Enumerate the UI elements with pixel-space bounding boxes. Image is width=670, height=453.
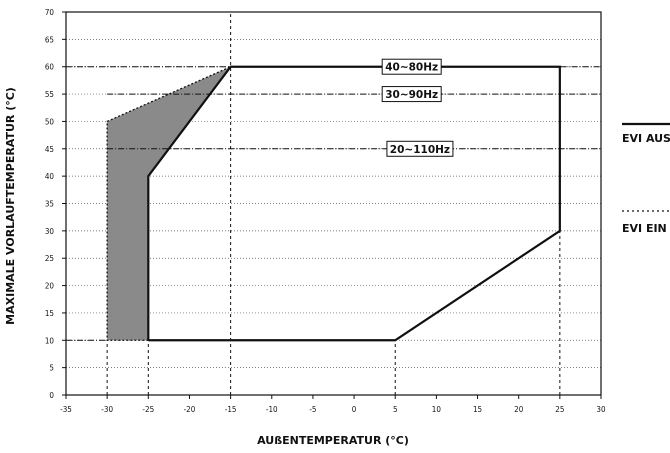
frequency-bands-layer: 40~80Hz 30~90Hz 20~110Hz xyxy=(107,58,601,157)
x-tick-label-30: 30 xyxy=(596,405,606,414)
x-tick-label--35: -35 xyxy=(60,405,72,414)
y-tick-label-70: 70 xyxy=(45,8,55,17)
x-tick-label--5: -5 xyxy=(309,405,316,414)
reference-lines-layer xyxy=(66,12,561,395)
y-tick-label-50: 50 xyxy=(45,117,55,126)
x-tick-label--10: -10 xyxy=(266,405,278,414)
x-tick-label--25: -25 xyxy=(142,405,154,414)
y-tick-label-30: 30 xyxy=(45,227,55,236)
y-tick-label-45: 45 xyxy=(45,145,54,154)
area-layer xyxy=(106,65,561,342)
band-label-2: 20~110Hz xyxy=(390,144,450,156)
x-tick-label-25: 25 xyxy=(555,405,564,414)
x-tick-label-5: 5 xyxy=(393,405,398,414)
band-label-0: 40~80Hz xyxy=(385,62,438,74)
y-tick-label-10: 10 xyxy=(45,336,55,345)
y-tick-label-35: 35 xyxy=(45,200,54,209)
series-evi-ein-fill xyxy=(107,66,231,341)
band-label-box-1 xyxy=(381,86,442,103)
x-tick-label--15: -15 xyxy=(225,405,237,414)
y-tick-label-15: 15 xyxy=(45,309,54,318)
series-evi-aus-line xyxy=(147,65,561,342)
x-tick-label-10: 10 xyxy=(432,405,442,414)
axis-layer xyxy=(62,11,602,399)
y-tick-label-25: 25 xyxy=(45,254,54,263)
series-evi-ein-line xyxy=(106,66,231,341)
y-tick-label-40: 40 xyxy=(45,172,55,181)
y-tick-label-55: 55 xyxy=(45,90,54,99)
x-tick-label-0: 0 xyxy=(352,405,357,414)
tick-labels-layer: -35 -30 -25 -20 -15 -10 -5 0 5 10 15 20 25 30 0 5 10 15 20… xyxy=(45,8,606,414)
y-tick-label-20: 20 xyxy=(45,282,55,291)
x-axis-title: AUßENTEMPERATUR (°C) xyxy=(257,434,409,447)
y-tick-label-0: 0 xyxy=(49,391,54,400)
y-tick-label-5: 5 xyxy=(49,364,54,373)
x-tick-label-15: 15 xyxy=(473,405,482,414)
x-tick-label--30: -30 xyxy=(101,405,113,414)
y-tick-label-65: 65 xyxy=(45,35,54,44)
band-label-box-0 xyxy=(381,58,442,75)
band-label-box-2 xyxy=(386,140,454,157)
band-label-1: 30~90Hz xyxy=(385,89,438,101)
legend: EVI AUS EVI EIN xyxy=(622,122,670,235)
y-axis-title: MAXIMALE VORLAUFTEMPERATUR (°C) xyxy=(4,87,17,325)
x-tick-label--20: -20 xyxy=(184,405,196,414)
legend-label-evi-aus: EVI AUS xyxy=(622,132,670,145)
legend-label-evi-ein: EVI EIN xyxy=(622,222,667,235)
x-tick-label-20: 20 xyxy=(514,405,524,414)
y-tick-label-60: 60 xyxy=(45,63,55,72)
